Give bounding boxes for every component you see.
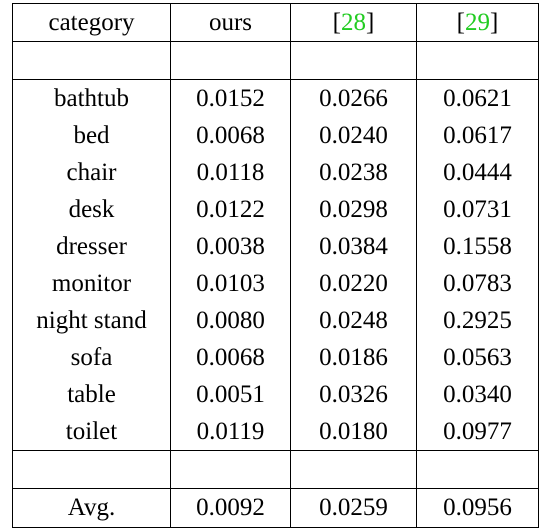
ref-29-value-cell: 0.0731 [416, 191, 539, 228]
table-row: dresser 0.0038 0.0384 0.1558 [12, 228, 539, 265]
results-table: category ours [28] [29] bathtub 0.0152 0.0… [12, 3, 539, 528]
average-ours: 0.0092 [170, 488, 291, 528]
ours-value-cell: 0.0080 [170, 302, 291, 339]
average-label: Avg. [12, 488, 171, 528]
ref-28-value-cell: 0.0248 [290, 302, 417, 339]
category-cell: dresser [12, 228, 171, 265]
category-cell: sofa [12, 339, 171, 376]
ref-29-value-cell: 0.0783 [416, 265, 539, 302]
ref-29-open-bracket: [ [456, 9, 465, 36]
ref-29-value-cell: 0.0563 [416, 339, 539, 376]
table-row: night stand 0.0080 0.0248 0.2925 [12, 302, 539, 339]
ref-28-value-cell: 0.0220 [290, 265, 417, 302]
average-row: Avg. 0.0092 0.0259 0.0956 [12, 488, 539, 528]
ref-28-value-cell: 0.0180 [290, 413, 417, 451]
ref-28-value-cell: 0.0298 [290, 191, 417, 228]
table-row: chair 0.0118 0.0238 0.0444 [12, 154, 539, 191]
category-cell: desk [12, 191, 171, 228]
ref-28-value-cell: 0.0326 [290, 376, 417, 413]
category-cell: bathtub [12, 79, 171, 117]
ours-value-cell: 0.0118 [170, 154, 291, 191]
table-row: bathtub 0.0152 0.0266 0.0621 [12, 79, 539, 117]
citation-link-29[interactable]: 29 [465, 9, 490, 36]
ours-value-cell: 0.0119 [170, 413, 291, 451]
table-row: table 0.0051 0.0326 0.0340 [12, 376, 539, 413]
header-row: category ours [28] [29] [12, 3, 539, 42]
spacer-row [12, 450, 539, 489]
category-cell: bed [12, 117, 171, 154]
ref-29-value-cell: 0.0617 [416, 117, 539, 154]
table-body: bathtub 0.0152 0.0266 0.0621 bed 0.0068 0.0240… [12, 79, 539, 451]
ref-29-close-bracket: ] [490, 9, 499, 36]
ours-value-cell: 0.0038 [170, 228, 291, 265]
table-row: bed 0.0068 0.0240 0.0617 [12, 117, 539, 154]
table-row: sofa 0.0068 0.0186 0.0563 [12, 339, 539, 376]
ref-28-value-cell: 0.0186 [290, 339, 417, 376]
category-cell: chair [12, 154, 171, 191]
ref-28-value-cell: 0.0266 [290, 79, 417, 117]
ref-28-close-bracket: ] [366, 9, 375, 36]
results-table-container: category ours [28] [29] bathtub 0.0152 0.0… [12, 3, 539, 528]
ours-value-cell: 0.0068 [170, 117, 291, 154]
ref-28-value-cell: 0.0384 [290, 228, 417, 265]
category-cell: night stand [12, 302, 171, 339]
header-category: category [12, 3, 171, 42]
ref-28-open-bracket: [ [332, 9, 341, 36]
ref-29-value-cell: 0.0621 [416, 79, 539, 117]
category-cell: table [12, 376, 171, 413]
ref-29-value-cell: 0.0340 [416, 376, 539, 413]
table-row: monitor 0.0103 0.0220 0.0783 [12, 265, 539, 302]
spacer-row [12, 41, 539, 80]
average-ref-29: 0.0956 [416, 488, 539, 528]
ref-29-value-cell: 0.1558 [416, 228, 539, 265]
ours-value-cell: 0.0152 [170, 79, 291, 117]
ours-value-cell: 0.0103 [170, 265, 291, 302]
average-section: Avg. 0.0092 0.0259 0.0956 [12, 488, 539, 528]
table-row: desk 0.0122 0.0298 0.0731 [12, 191, 539, 228]
average-ref-28: 0.0259 [290, 488, 417, 528]
header-ours: ours [170, 3, 291, 42]
table-row: toilet 0.0119 0.0180 0.0977 [12, 413, 539, 451]
ref-29-value-cell: 0.2925 [416, 302, 539, 339]
header-ref-28: [28] [290, 3, 417, 42]
ours-value-cell: 0.0068 [170, 339, 291, 376]
ref-28-value-cell: 0.0240 [290, 117, 417, 154]
header-ref-29: [29] [416, 3, 539, 42]
ref-28-value-cell: 0.0238 [290, 154, 417, 191]
ref-29-value-cell: 0.0977 [416, 413, 539, 451]
category-cell: monitor [12, 265, 171, 302]
ours-value-cell: 0.0051 [170, 376, 291, 413]
ours-value-cell: 0.0122 [170, 191, 291, 228]
citation-link-28[interactable]: 28 [341, 9, 366, 36]
ref-29-value-cell: 0.0444 [416, 154, 539, 191]
category-cell: toilet [12, 413, 171, 451]
